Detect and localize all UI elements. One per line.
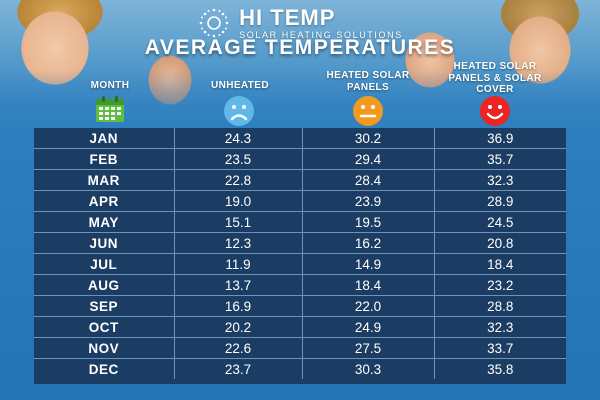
month-cell: MAR bbox=[34, 169, 175, 191]
month-cell: AUG bbox=[34, 274, 175, 296]
value-cell-heated-panels-cover: 20.8 bbox=[434, 232, 566, 254]
value-cell-heated-panels-cover: 33.7 bbox=[434, 337, 566, 359]
value-cell-heated-panels-cover: 35.7 bbox=[434, 148, 566, 170]
column-header-month: MONTH bbox=[90, 80, 130, 91]
value-cell-heated-panels-cover: 32.3 bbox=[434, 169, 566, 191]
month-cell: DEC bbox=[34, 358, 175, 379]
value-cell-unheated: 16.9 bbox=[174, 295, 303, 317]
table-row: NOV 22.6 27.5 33.7 bbox=[34, 337, 566, 359]
value-cell-heated-panels-cover: 28.8 bbox=[434, 295, 566, 317]
table-row: DEC 23.7 30.3 35.8 bbox=[34, 358, 566, 379]
value-cell-unheated: 11.9 bbox=[174, 253, 303, 275]
value-cell-heated-panels: 22.0 bbox=[302, 295, 435, 317]
chart-title: AVERAGE TEMPERATURES bbox=[144, 36, 456, 59]
temperature-table-wrap: JAN 24.3 30.2 36.9 FEB 23.5 29.4 35.7 MAR 22.8 28.… bbox=[34, 128, 566, 384]
value-cell-heated-panels: 18.4 bbox=[302, 274, 435, 296]
table-row: AUG 13.7 18.4 23.2 bbox=[34, 274, 566, 296]
table-row: OCT 20.2 24.9 32.3 bbox=[34, 316, 566, 338]
table-row: JAN 24.3 30.2 36.9 bbox=[34, 128, 566, 149]
month-cell: MAY bbox=[34, 211, 175, 233]
sun-logo-icon bbox=[199, 8, 229, 38]
value-cell-unheated: 15.1 bbox=[174, 211, 303, 233]
value-cell-heated-panels: 29.4 bbox=[302, 148, 435, 170]
month-cell: NOV bbox=[34, 337, 175, 359]
table-row: APR 19.0 23.9 28.9 bbox=[34, 190, 566, 212]
temperature-table-body: JAN 24.3 30.2 36.9 FEB 23.5 29.4 35.7 MAR 22.8 28.… bbox=[34, 128, 566, 379]
month-cell: APR bbox=[34, 190, 175, 212]
month-cell: JUL bbox=[34, 253, 175, 275]
value-cell-unheated: 12.3 bbox=[174, 232, 303, 254]
value-cell-heated-panels: 23.9 bbox=[302, 190, 435, 212]
value-cell-heated-panels-cover: 24.5 bbox=[434, 211, 566, 233]
month-cell: OCT bbox=[34, 316, 175, 338]
value-cell-heated-panels-cover: 32.3 bbox=[434, 316, 566, 338]
brand-header: HI TEMP SOLAR HEATING SOLUTIONS bbox=[0, 6, 600, 45]
month-cell: JUN bbox=[34, 232, 175, 254]
value-cell-heated-panels: 24.9 bbox=[302, 316, 435, 338]
value-cell-heated-panels-cover: 36.9 bbox=[434, 128, 566, 149]
temperature-table: JAN 24.3 30.2 36.9 FEB 23.5 29.4 35.7 MAR 22.8 28.… bbox=[34, 128, 566, 379]
value-cell-unheated: 22.8 bbox=[174, 169, 303, 191]
value-cell-unheated: 20.2 bbox=[174, 316, 303, 338]
value-cell-unheated: 23.5 bbox=[174, 148, 303, 170]
month-cell: FEB bbox=[34, 148, 175, 170]
value-cell-heated-panels: 19.5 bbox=[302, 211, 435, 233]
column-header-heated-panels: HEATED SOLAR PANELS bbox=[326, 70, 410, 93]
value-cell-heated-panels-cover: 28.9 bbox=[434, 190, 566, 212]
column-header-unheated: UNHEATED bbox=[210, 80, 269, 91]
value-cell-heated-panels: 30.3 bbox=[302, 358, 435, 379]
happy-face-icon bbox=[480, 96, 510, 126]
month-cell: JAN bbox=[34, 128, 175, 149]
brand-name: HI TEMP bbox=[239, 4, 336, 30]
value-cell-unheated: 23.7 bbox=[174, 358, 303, 379]
value-cell-heated-panels-cover: 35.8 bbox=[487, 361, 514, 377]
table-row: JUL 11.9 14.9 18.4 bbox=[34, 253, 566, 275]
sad-face-icon bbox=[224, 96, 254, 126]
value-cell-heated-panels-cover: 23.2 bbox=[434, 274, 566, 296]
table-row: SEP 16.9 22.0 28.8 bbox=[34, 295, 566, 317]
value-cell-unheated: 19.0 bbox=[174, 190, 303, 212]
month-cell: SEP bbox=[34, 295, 175, 317]
value-cell-unheated: 22.6 bbox=[174, 337, 303, 359]
table-row: MAR 22.8 28.4 32.3 bbox=[34, 169, 566, 191]
table-row: MAY 15.1 19.5 24.5 bbox=[34, 211, 566, 233]
value-cell-heated-panels-cover: 18.4 bbox=[434, 253, 566, 275]
table-row: FEB 23.5 29.4 35.7 bbox=[34, 148, 566, 170]
column-header-heated-panels-cover: HEATED SOLAR PANELS & SOLAR COVER bbox=[448, 61, 542, 95]
value-cell-heated-panels: 16.2 bbox=[302, 232, 435, 254]
value-cell-unheated: 24.3 bbox=[174, 128, 303, 149]
value-cell-heated-panels: 28.4 bbox=[302, 169, 435, 191]
neutral-face-icon bbox=[353, 96, 383, 126]
table-row: JUN 12.3 16.2 20.8 bbox=[34, 232, 566, 254]
value-cell-heated-panels: 30.2 bbox=[302, 128, 435, 149]
brand-tagline: SOLAR HEATING SOLUTIONS bbox=[239, 29, 403, 40]
value-cell-unheated: 13.7 bbox=[174, 274, 303, 296]
value-cell-heated-panels: 14.9 bbox=[302, 253, 435, 275]
calendar-icon bbox=[96, 96, 124, 122]
value-cell-heated-panels: 27.5 bbox=[302, 337, 435, 359]
